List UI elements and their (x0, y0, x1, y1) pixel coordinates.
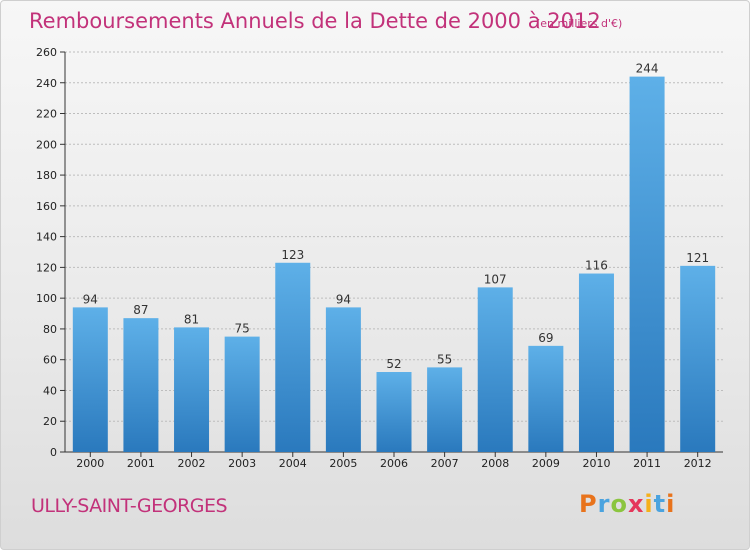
chart-title: Remboursements Annuels de la Dette de 20… (29, 9, 601, 33)
x-tick-label: 2001 (127, 457, 155, 470)
x-tick-label: 2006 (380, 457, 408, 470)
y-tick-label: 100 (36, 292, 57, 305)
y-tick-label: 260 (36, 46, 57, 59)
y-tick-label: 240 (36, 77, 57, 90)
logo-letter: o (610, 490, 628, 518)
city-name: ULLY-SAINT-GEORGES (31, 495, 228, 517)
logo-letter: i (644, 490, 654, 518)
bar (224, 336, 260, 452)
x-tick-label: 2008 (481, 457, 509, 470)
bar (123, 318, 159, 452)
bar (275, 262, 311, 452)
bar (477, 287, 513, 452)
bar (72, 307, 108, 452)
bar (629, 76, 665, 452)
y-tick-label: 60 (43, 354, 57, 367)
proxiti-logo[interactable]: Proxiti (579, 490, 675, 518)
bar (528, 345, 564, 452)
bar-value-label: 75 (235, 322, 250, 336)
y-tick-label: 0 (50, 446, 57, 459)
bar-value-label: 94 (336, 292, 351, 306)
y-tick-label: 160 (36, 200, 57, 213)
bar (376, 372, 412, 452)
x-tick-label: 2011 (633, 457, 661, 470)
y-tick-label: 140 (36, 231, 57, 244)
bar-value-label: 87 (133, 303, 148, 317)
bar (174, 327, 210, 452)
y-tick-label: 20 (43, 415, 57, 428)
bar (578, 273, 614, 452)
bar-value-label: 116 (585, 259, 608, 273)
x-tick-label: 2005 (329, 457, 357, 470)
bar-value-label: 81 (184, 312, 199, 326)
bars (72, 76, 716, 452)
bar (680, 265, 716, 452)
logo-letter: t (653, 490, 667, 518)
y-tick-label: 180 (36, 169, 57, 182)
bar-value-label: 55 (437, 352, 452, 366)
bar-value-label: 244 (636, 62, 659, 76)
x-tick-label: 2009 (532, 457, 560, 470)
x-tick-label: 2010 (582, 457, 610, 470)
bar-value-label: 107 (484, 272, 507, 286)
x-tick-label: 2003 (228, 457, 256, 470)
x-tick-label: 2004 (279, 457, 307, 470)
bar-value-label: 52 (386, 357, 401, 371)
y-tick-label: 220 (36, 108, 57, 121)
x-tick-label: 2000 (76, 457, 104, 470)
bar-value-label: 69 (538, 331, 553, 345)
bar-value-label: 121 (686, 251, 709, 265)
chart-unit: (en milliers d'€) (536, 17, 623, 30)
logo-letter: r (597, 490, 611, 518)
y-tick-label: 120 (36, 261, 57, 274)
logo-letter: i (666, 490, 676, 518)
y-tick-label: 200 (36, 138, 57, 151)
labels: 94 2000 87 2001 81 2002 75 2003 123 2004 94 2005 52 2… (76, 62, 711, 470)
x-tick-label: 2012 (684, 457, 712, 470)
bar-value-label: 94 (83, 292, 98, 306)
bar (325, 307, 361, 452)
y-tick-label: 80 (43, 323, 57, 336)
bar-value-label: 123 (281, 248, 304, 262)
y-tick-label: 40 (43, 384, 57, 397)
bar (427, 367, 463, 452)
x-tick-label: 2002 (178, 457, 206, 470)
logo-letter: P (579, 490, 598, 518)
logo-letter: x (627, 490, 645, 518)
x-tick-label: 2007 (431, 457, 459, 470)
